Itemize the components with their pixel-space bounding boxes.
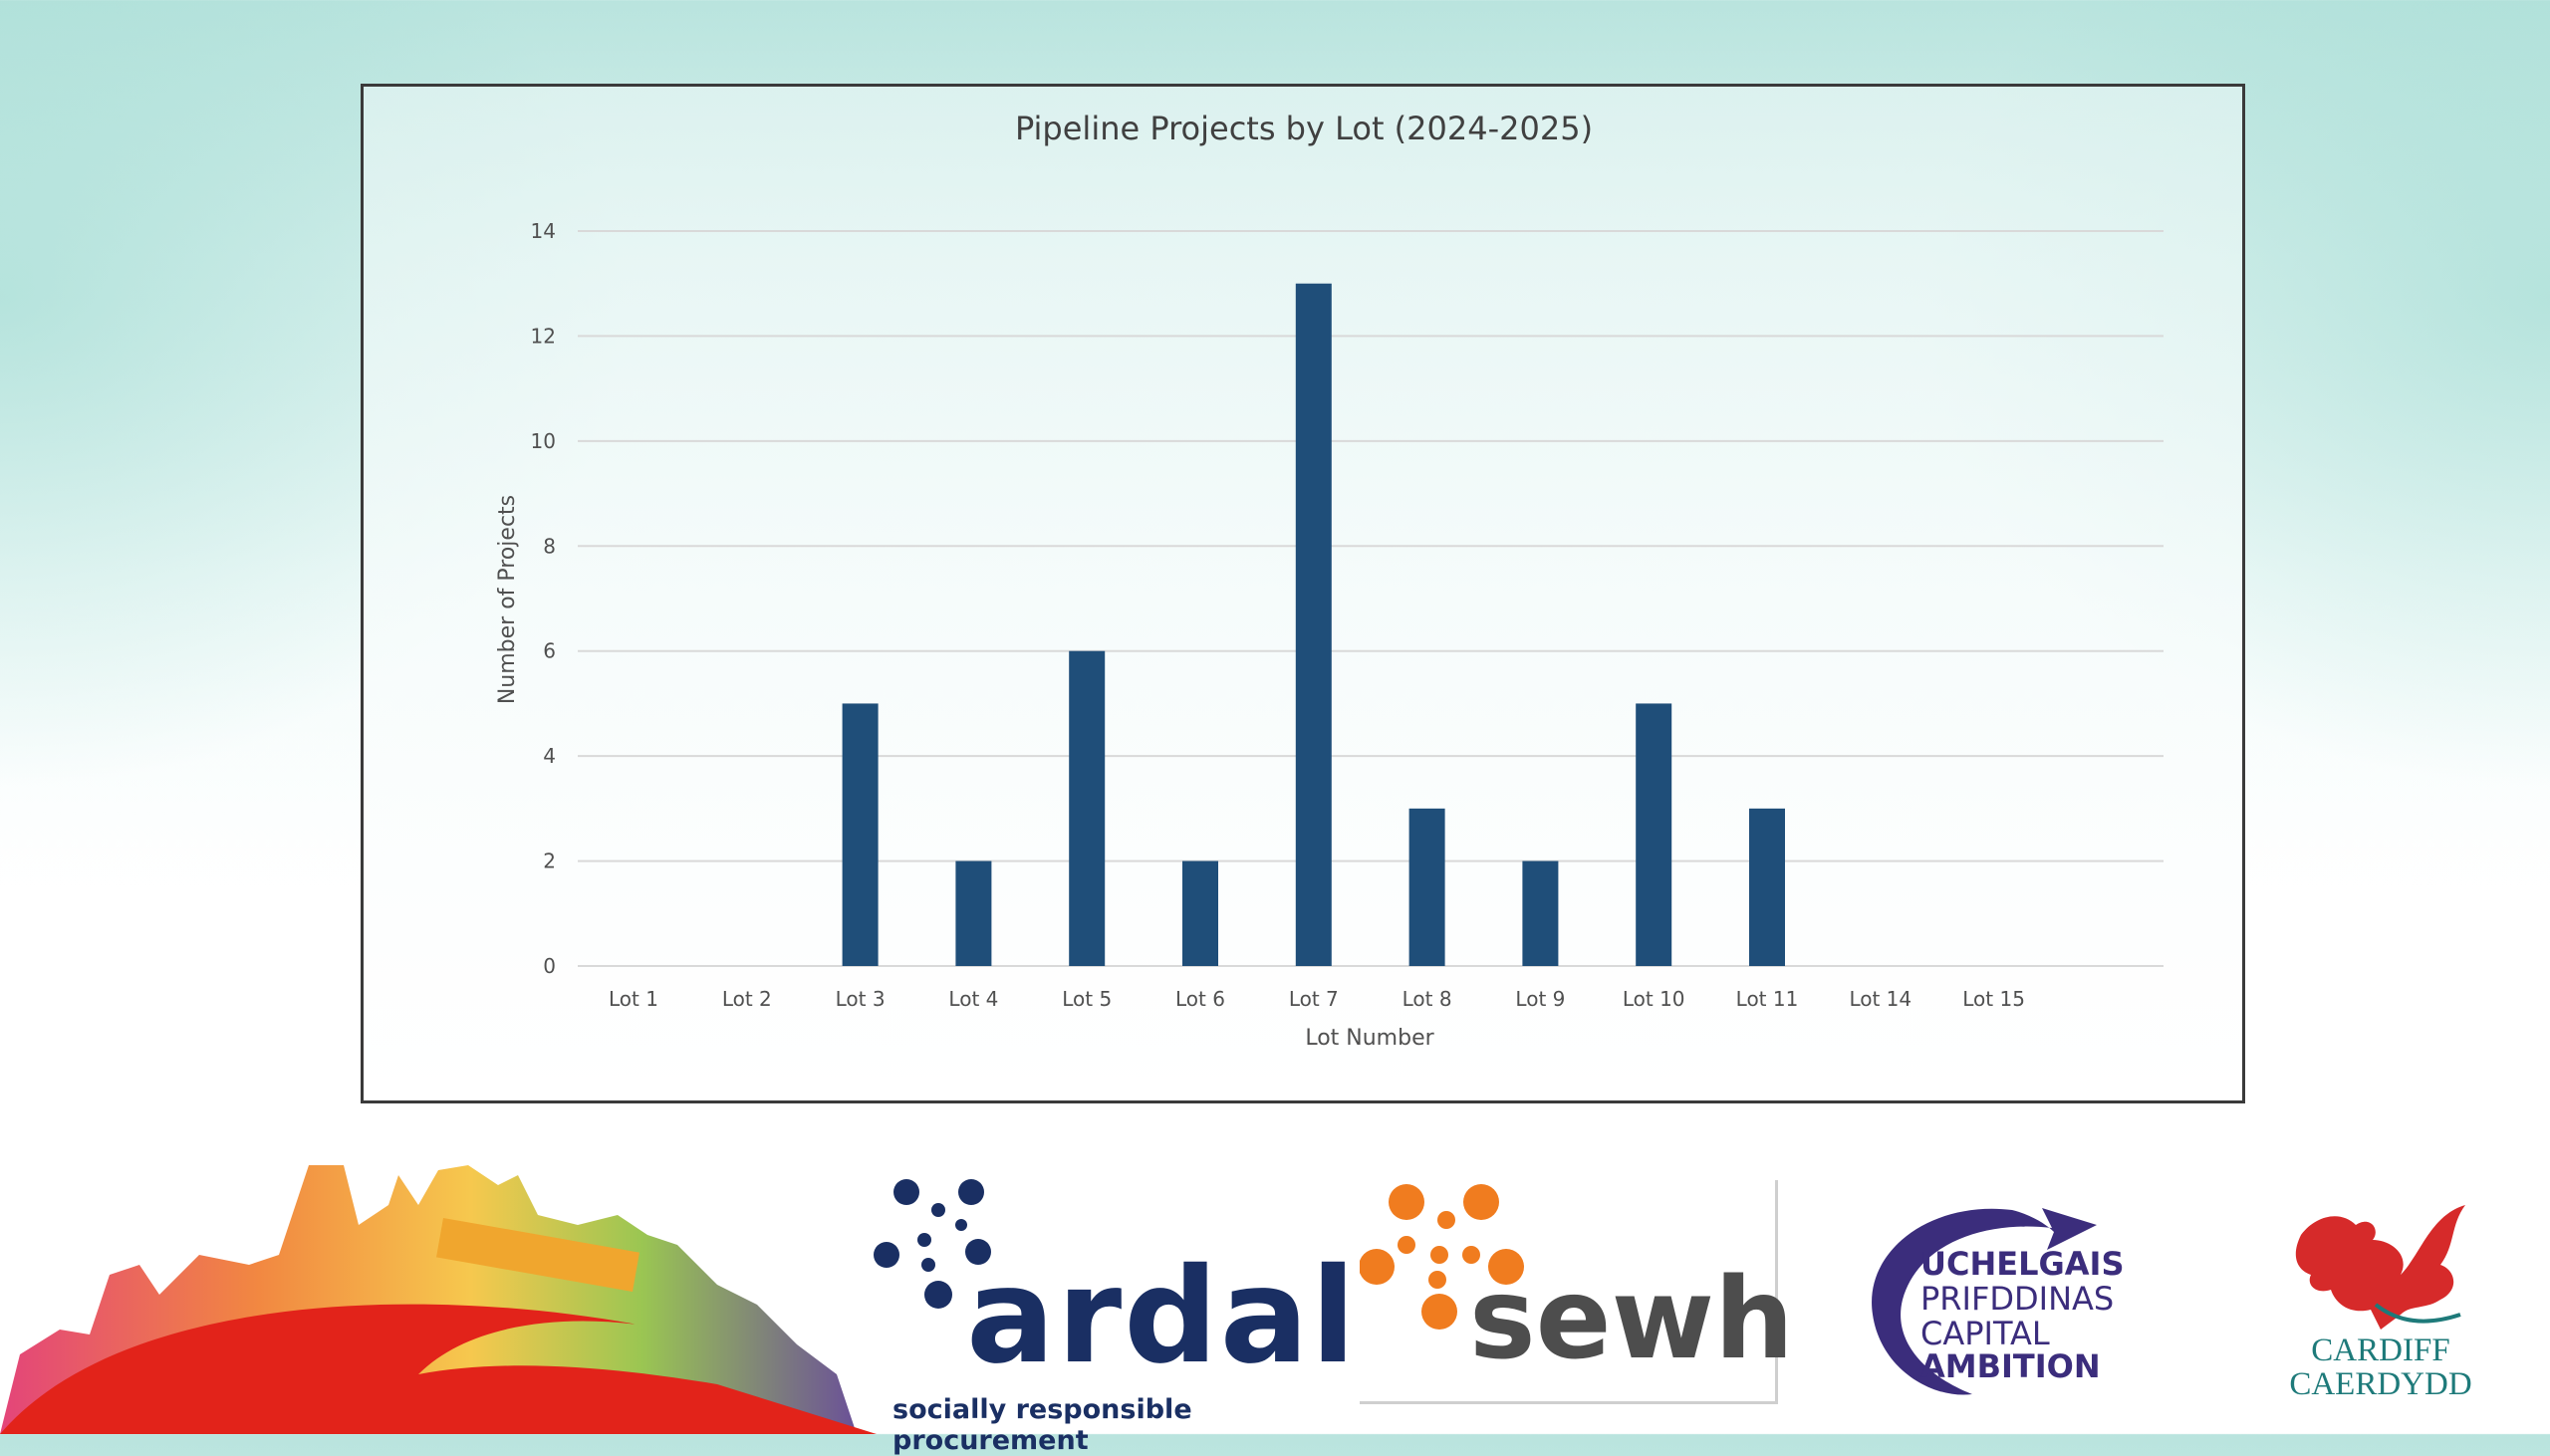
x-axis-title: Lot Number	[1305, 1026, 1434, 1051]
ardal-logo: ardal socially responsible procurement	[867, 1170, 1356, 1456]
gridlines	[578, 230, 2164, 967]
bar	[1182, 860, 1218, 966]
sewh-wordmark: sewh	[1469, 1255, 1794, 1384]
capital-ambition-logo: UCHELGAIS PRIFDDINAS CAPITAL AMBITION	[1863, 1200, 2162, 1399]
bars	[842, 283, 1785, 966]
y-tick-label: 10	[531, 429, 556, 453]
capital-line-3: CAPITAL	[1920, 1315, 2050, 1352]
bar	[1069, 650, 1106, 966]
x-axis-ticks: Lot 1 Lot 2 Lot 3 Lot 4 Lot 5 Lot 6 Lot 7 Lot 8…	[609, 987, 2025, 1011]
ardal-wordmark: ardal	[966, 1240, 1358, 1393]
x-tick-label: Lot 6	[1175, 987, 1225, 1011]
cardiff-line-2: CAERDYDD	[2289, 1366, 2472, 1402]
cardiff-logo: CARDIFF CAERDYDD	[2261, 1195, 2500, 1414]
x-tick-label: Lot 10	[1623, 987, 1685, 1011]
y-tick-label: 2	[543, 849, 556, 873]
x-tick-label: Lot 3	[836, 987, 886, 1011]
x-tick-label: Lot 4	[948, 987, 998, 1011]
ardal-tagline: socially responsible procurement	[892, 1394, 1192, 1456]
bar	[1522, 860, 1559, 966]
x-tick-label: Lot 8	[1402, 987, 1452, 1011]
dragon-icon	[2295, 1205, 2465, 1330]
capital-line-1: UCHELGAIS	[1920, 1245, 2125, 1283]
capital-line-4: AMBITION	[1920, 1347, 2101, 1385]
x-tick-label: Lot 9	[1515, 987, 1565, 1011]
y-axis-ticks: 0 2 4 6 8 10 12 14	[531, 219, 556, 978]
bar	[1636, 703, 1672, 966]
y-tick-label: 14	[531, 219, 556, 243]
bar	[1408, 808, 1445, 966]
cardiff-line-1: CARDIFF	[2311, 1333, 2450, 1368]
x-tick-label: Lot 5	[1062, 987, 1112, 1011]
y-axis-title: Number of Projects	[495, 495, 520, 704]
y-tick-label: 12	[531, 324, 556, 348]
x-tick-label: Lot 14	[1849, 987, 1912, 1011]
chart-title: Pipeline Projects by Lot (2024-2025)	[1015, 110, 1593, 147]
y-tick-label: 8	[543, 534, 556, 558]
x-tick-label: Lot 7	[1289, 987, 1339, 1011]
bar	[1749, 808, 1785, 966]
x-tick-label: Lot 1	[609, 987, 658, 1011]
y-tick-label: 0	[543, 954, 556, 978]
y-tick-label: 6	[543, 639, 556, 663]
sewh-logo: sewh	[1360, 1180, 1794, 1404]
x-tick-label: Lot 15	[1962, 987, 2025, 1011]
x-tick-label: Lot 2	[722, 987, 772, 1011]
capital-line-2: PRIFDDINAS	[1920, 1280, 2115, 1318]
x-tick-label: Lot 11	[1736, 987, 1799, 1011]
bar	[842, 703, 879, 966]
cityscape-logo	[0, 1145, 877, 1434]
bar	[955, 860, 992, 966]
y-tick-label: 4	[543, 744, 556, 768]
bar	[1295, 283, 1332, 966]
